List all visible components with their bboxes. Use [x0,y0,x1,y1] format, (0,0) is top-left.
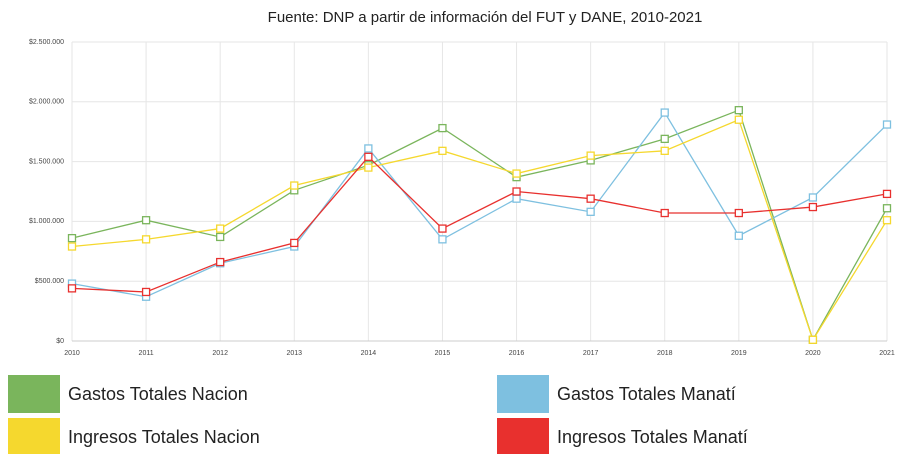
point [290,238,299,248]
legend-label: Ingresos Totales Manatí [557,427,748,447]
x-tick-label: 2011 [139,350,154,357]
point [216,232,225,242]
legend-label: Gastos Totales Manatí [557,384,736,404]
x-tick-label: 2021 [879,350,895,357]
point [882,189,892,199]
point [290,181,299,190]
point [438,146,447,155]
point [586,151,595,160]
series-line [71,118,888,342]
point [734,231,743,240]
series-line [71,155,888,293]
y-tick-label: $1.000.000 [29,218,64,225]
y-tick-label: $2.000.000 [29,99,64,106]
legend-swatch [8,375,60,413]
point [364,163,373,172]
legend-label: Gastos Totales Nacion [68,384,248,404]
point [512,194,521,203]
point [882,216,892,225]
x-tick-label: 2017 [583,350,599,357]
chart-title: Fuente: DNP a partir de información del … [268,9,703,26]
y-tick-label: $0 [56,338,64,345]
legend-swatch [497,375,549,413]
legend-swatch [8,418,60,454]
point [364,144,373,153]
point [586,207,595,216]
y-tick-label: $2.500.000 [29,39,64,46]
point [141,235,151,244]
point [512,169,521,178]
point [67,242,77,251]
point [512,187,521,196]
point [660,146,669,155]
point [141,216,151,225]
x-tick-label: 2015 [435,350,451,357]
x-tick-label: 2012 [212,350,228,357]
x-tick-label: 2010 [64,350,80,357]
x-tick-label: 2014 [361,350,377,357]
point [364,152,373,161]
x-tick-label: 2019 [731,350,747,357]
y-tick-label: $1.500.000 [29,158,64,165]
point [438,123,447,133]
point [141,287,151,297]
point [67,233,77,243]
point [586,194,595,203]
point [216,257,225,267]
point [438,224,447,233]
point [438,235,447,244]
series-line [71,111,888,298]
point [808,335,818,344]
point [660,208,669,218]
point [660,134,669,144]
point [67,284,77,293]
point [808,193,818,202]
x-tick-label: 2018 [657,350,673,357]
point [660,108,669,117]
point [734,115,743,124]
y-tick-label: $500.000 [35,278,64,285]
point [882,204,892,213]
x-tick-label: 2016 [509,350,525,357]
series-line [71,109,888,342]
point [734,208,743,218]
point [882,120,892,129]
point [734,106,743,115]
x-tick-label: 2013 [286,350,302,357]
point [808,202,818,212]
point [216,224,225,233]
legend-label: Ingresos Totales Nacion [68,427,260,447]
legend-swatch [497,418,549,454]
x-tick-label: 2020 [805,350,821,357]
